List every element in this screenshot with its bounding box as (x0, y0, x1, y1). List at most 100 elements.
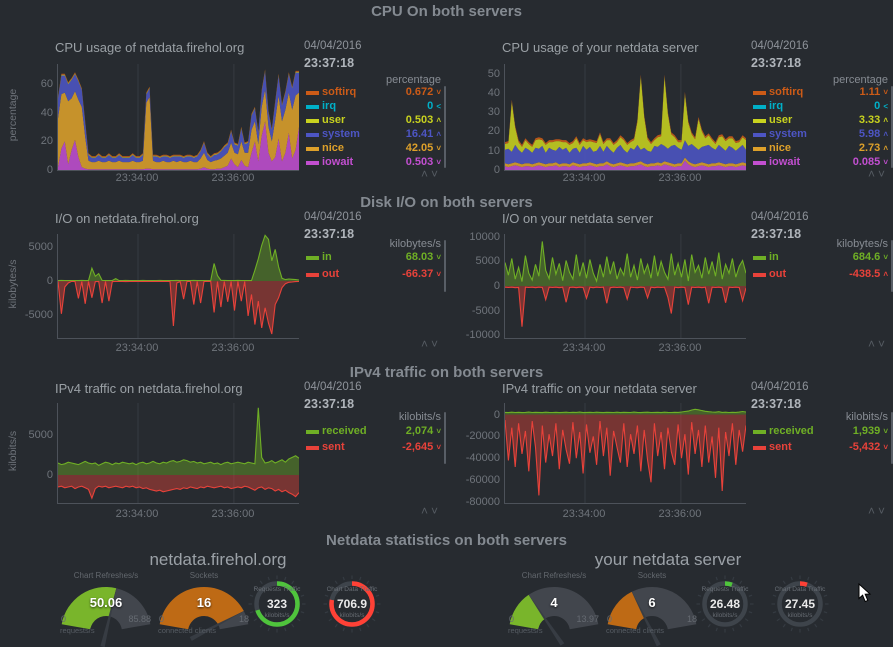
legend-scrollbar[interactable] (891, 240, 893, 292)
legend-value: 68.03 ˅ (405, 251, 441, 263)
legend-swatch (753, 119, 766, 123)
legend-row-user[interactable]: user 3.33 ˄ (753, 114, 888, 128)
x-tick: 23:36:00 (658, 508, 702, 520)
legend-row-system[interactable]: system 5.98 ˄ (753, 128, 888, 142)
section-header-ipv4: IPv4 traffic on both servers (349, 364, 544, 381)
chevron-up-icon[interactable]: ˄ (868, 167, 879, 181)
chevron-down-icon[interactable]: ˅ (431, 167, 442, 181)
legend-row-sent[interactable]: sent -5,432 ˅ (753, 441, 888, 455)
chevron-up-icon[interactable]: ˄ (421, 167, 432, 181)
easypie-ring (768, 572, 832, 641)
legend-row-irq[interactable]: irq 0 < (753, 100, 888, 114)
chevron-down-icon[interactable]: ˅ (878, 337, 889, 351)
legend-value: 3.33 ˄ (858, 114, 888, 126)
legend-row-in[interactable]: in 68.03 ˅ (306, 251, 441, 265)
chart-resize-chevrons[interactable]: ˄˅ (421, 504, 441, 518)
x-tick: 23:34:00 (562, 172, 606, 184)
legend-row-in[interactable]: in 684.6 ˅ (753, 251, 888, 265)
legend-row-received[interactable]: received 2,074 ˅ (306, 425, 441, 439)
chart-title: I/O on your netdata server (502, 211, 654, 226)
gauge-unit-label: connected clients (158, 626, 216, 635)
trend-down-icon: ˅ (436, 270, 441, 279)
y-tick: 5000 (28, 241, 53, 254)
legend-scrollbar[interactable] (891, 86, 893, 168)
legend-name: sent (322, 441, 345, 453)
chart-plot-area[interactable] (504, 403, 746, 504)
chart-time: 23:37:18 (304, 227, 355, 241)
legend-scrollbar[interactable] (444, 240, 446, 292)
chevron-down-icon[interactable]: ˅ (878, 167, 889, 181)
legend-swatch (753, 105, 766, 109)
chart-resize-chevrons[interactable]: ˄˅ (868, 504, 888, 518)
legend-value: 0 < (874, 100, 888, 112)
gauge-max: 13.97 (576, 614, 599, 624)
legend-row-softirq[interactable]: softirq 1.11 ˅ (753, 86, 888, 100)
legend-swatch (306, 256, 319, 260)
legend-unit: percentage (385, 74, 441, 86)
trend-up-icon: ˄ (883, 130, 888, 139)
legend-row-irq[interactable]: irq 0 < (306, 100, 441, 114)
chart-resize-chevrons[interactable]: ˄˅ (868, 337, 888, 351)
legend-swatch (753, 446, 766, 450)
chart-date: 04/04/2016 (751, 211, 809, 223)
chart-date: 04/04/2016 (304, 381, 362, 393)
legend-swatch (306, 430, 319, 434)
gauge-dial (504, 580, 604, 647)
chart-resize-chevrons[interactable]: ˄˅ (421, 167, 441, 181)
legend-row-sent[interactable]: sent -2,645 ˅ (306, 441, 441, 455)
trend-up-icon: ˄ (883, 144, 888, 153)
x-tick: 23:36:00 (658, 342, 702, 354)
legend-row-received[interactable]: received 1,939 ˅ (753, 425, 888, 439)
chart-resize-chevrons[interactable]: ˄˅ (868, 167, 888, 181)
legend-row-softirq[interactable]: softirq 0.672 ˅ (306, 86, 441, 100)
chart-time: 23:37:18 (751, 227, 802, 241)
legend-scrollbar[interactable] (444, 412, 446, 464)
chevron-up-icon[interactable]: ˄ (868, 337, 879, 351)
chart-plot-area[interactable] (57, 403, 299, 504)
chevron-up-icon[interactable]: ˄ (421, 504, 432, 518)
gauge-unit-label: requests/s (508, 626, 543, 635)
legend-row-out[interactable]: out -438.5 ˄ (753, 268, 888, 282)
legend-scrollbar[interactable] (444, 86, 446, 168)
legend-row-iowait[interactable]: iowait 0.503 ˅ (306, 156, 441, 170)
legend-name: received (322, 425, 367, 437)
x-tick: 23:36:00 (658, 172, 702, 184)
chevron-down-icon[interactable]: ˅ (878, 504, 889, 518)
trend-down-icon: ˅ (883, 253, 888, 262)
chart-time: 23:37:18 (751, 56, 802, 70)
chart-plot-area[interactable] (57, 64, 299, 171)
legend-row-out[interactable]: out -66.37 ˅ (306, 268, 441, 282)
chart-plot-area[interactable] (504, 64, 746, 171)
section-header-disk: Disk I/O on both servers (360, 194, 533, 211)
legend-row-nice[interactable]: nice 2.73 ˄ (753, 142, 888, 156)
legend-row-system[interactable]: system 16.41 ˄ (306, 128, 441, 142)
legend-unit: kilobytes/s (389, 238, 441, 250)
chevron-up-icon[interactable]: ˄ (868, 504, 879, 518)
chart-plot-area[interactable] (57, 234, 299, 339)
gauge-value: 50.06 (89, 595, 123, 610)
section-header-cpu: CPU On both servers (371, 3, 522, 20)
y-tick: 5000 (475, 255, 500, 268)
legend-row-nice[interactable]: nice 42.05 ˅ (306, 142, 441, 156)
legend-scrollbar[interactable] (891, 412, 893, 464)
chart-title: CPU usage of your netdata server (502, 40, 699, 55)
gauge-max: 18 (686, 614, 697, 624)
gauge-value: 4 (550, 595, 558, 610)
legend-swatch (753, 161, 766, 165)
legend-name: iowait (769, 156, 801, 168)
legend-row-iowait[interactable]: iowait 0.085 ˅ (753, 156, 888, 170)
trend-up-icon: ˄ (436, 130, 441, 139)
chart-plot-area[interactable] (504, 234, 746, 339)
y-tick: 0 (46, 164, 53, 176)
chart-time: 23:37:18 (304, 397, 355, 411)
chevron-down-icon[interactable]: ˅ (431, 504, 442, 518)
server-title-left: netdata.firehol.org (149, 550, 287, 569)
chart-resize-chevrons[interactable]: ˄˅ (421, 337, 441, 351)
chevron-up-icon[interactable]: ˄ (421, 337, 432, 351)
x-tick: 23:34:00 (562, 508, 606, 520)
trend-down-icon: ˅ (436, 144, 441, 153)
y-tick: 50 (487, 67, 500, 80)
chevron-down-icon[interactable]: ˅ (431, 337, 442, 351)
legend-row-user[interactable]: user 0.503 ˄ (306, 114, 441, 128)
